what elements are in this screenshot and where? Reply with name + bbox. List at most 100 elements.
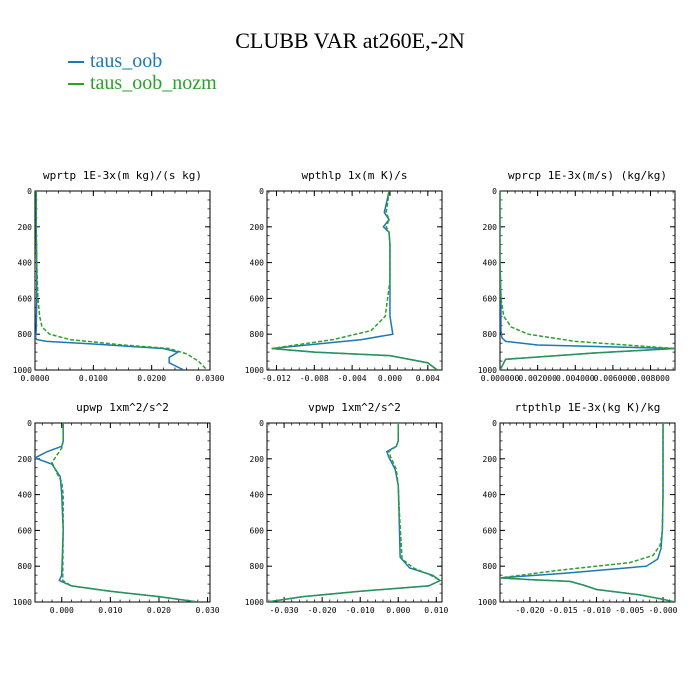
x-tick-label: 0.010 <box>98 606 122 615</box>
y-tick-label: 1000 <box>478 598 497 607</box>
panel-title: wprcp 1E-3x(m/s) (kg/kg) <box>508 169 667 182</box>
y-tick-label: 1000 <box>13 598 32 607</box>
panel-title: vpwp 1xm^2/s^2 <box>308 401 401 414</box>
x-tick-label: 0.000 <box>386 606 410 615</box>
panel-4: vpwp 1xm^2/s^2 0 200 400 600 800 1000 -0.030 -0.… <box>245 401 449 615</box>
x-tick-label: -0.000 <box>649 606 678 615</box>
y-tick-label: 200 <box>250 223 265 232</box>
y-tick-label: 200 <box>18 455 33 464</box>
series-line-taus-oob <box>35 191 185 370</box>
y-tick-label: 800 <box>250 330 265 339</box>
x-tick-label: 0.030 <box>196 606 220 615</box>
x-tick-label: 0.004 <box>416 374 440 383</box>
x-tick-label: -0.010 <box>346 606 375 615</box>
x-tick-label: -0.004 <box>338 374 367 383</box>
y-tick-label: 600 <box>250 526 265 535</box>
series-line-taus-oob <box>35 423 198 602</box>
figure-title: CLUBB VAR at260E,-2N <box>235 28 465 53</box>
x-tick-label: -0.012 <box>262 374 291 383</box>
y-tick-label: 1000 <box>245 366 264 375</box>
x-tick-label: 0.008000 <box>631 374 670 383</box>
y-tick-label: 0 <box>27 419 32 428</box>
x-tick-label: 0.002000 <box>518 374 557 383</box>
panel-2: wprcp 1E-3x(m/s) (kg/kg) 0 200 400 600 800 100… <box>478 169 676 383</box>
y-tick-label: 0 <box>492 187 497 196</box>
y-tick-label: 800 <box>18 562 33 571</box>
y-tick-label: 800 <box>483 562 498 571</box>
y-tick-label: 600 <box>250 294 265 303</box>
x-tick-label: -0.005 <box>615 606 644 615</box>
x-tick-label: 0.0000 <box>21 374 50 383</box>
panel-0: wprtp 1E-3x(m kg)/(s kg) 0 200 400 600 800 100… <box>13 169 225 383</box>
series-line-taus-oob <box>500 191 675 370</box>
x-tick-label: 0.000 <box>378 374 402 383</box>
y-tick-label: 400 <box>483 491 498 500</box>
y-tick-label: 600 <box>483 294 498 303</box>
y-tick-label: 200 <box>483 223 498 232</box>
x-tick-label: 0.010 <box>424 606 448 615</box>
y-tick-label: 0 <box>27 187 32 196</box>
x-tick-label: 0.0100 <box>79 374 108 383</box>
panel-1: wpthlp 1x(m K)/s02004006008001000-0.012-… <box>245 169 443 383</box>
x-tick-label: -0.008 <box>300 374 329 383</box>
y-tick-label: 400 <box>250 491 265 500</box>
panel-3: upwp 1xm^2/s^2 0 200 400 600 800 1000 0.000 0.01… <box>13 401 220 615</box>
legend-entry-taus-oob: taus_oob <box>68 50 162 73</box>
plot-frame <box>266 422 443 603</box>
legend-label: taus_oob_nozm <box>90 72 217 94</box>
x-tick-label: 0.020 <box>147 606 171 615</box>
y-tick-label: 1000 <box>13 366 32 375</box>
y-tick-label: 400 <box>18 491 33 500</box>
x-tick-label: 0.0300 <box>196 374 225 383</box>
y-tick-label: 400 <box>18 259 33 268</box>
y-tick-label: 0 <box>259 187 264 196</box>
y-tick-label: 200 <box>483 455 498 464</box>
y-tick-label: 600 <box>483 526 498 535</box>
series-line-taus-oob-nozm <box>500 423 675 602</box>
y-tick-label: 200 <box>250 455 265 464</box>
x-tick-label: -0.030 <box>270 606 299 615</box>
y-tick-label: 800 <box>483 330 498 339</box>
x-tick-label: -0.015 <box>549 606 578 615</box>
y-tick-label: 200 <box>18 223 33 232</box>
panel-title: wpthlp 1x(m K)/s <box>302 169 408 182</box>
x-tick-label: -0.020 <box>515 606 544 615</box>
y-tick-label: 800 <box>250 562 265 571</box>
y-tick-label: 600 <box>18 294 33 303</box>
y-tick-label: 0 <box>492 419 497 428</box>
x-tick-label: 0.000 <box>50 606 74 615</box>
x-tick-label: 0.000000 <box>481 374 520 383</box>
y-tick-label: 0 <box>259 419 264 428</box>
x-tick-label: 0.004000 <box>556 374 595 383</box>
series-line-taus-oob-nozm <box>267 423 442 602</box>
panel-5: rtpthlp 1E-3x(kg K)/kg 0 200 400 600 800 1000 -… <box>478 401 678 615</box>
y-tick-label: 600 <box>18 526 33 535</box>
series-line-taus-oob-nozm <box>500 191 675 370</box>
series-line-taus-oob <box>500 423 675 602</box>
x-tick-label: 0.0200 <box>137 374 166 383</box>
legend-swatch <box>68 82 84 85</box>
x-tick-label: -0.020 <box>308 606 337 615</box>
series-line-taus-oob-nozm <box>51 423 198 602</box>
y-tick-label: 400 <box>483 259 498 268</box>
plot-frame <box>499 422 676 603</box>
legend-label: taus_oob <box>90 50 163 72</box>
y-tick-label: 1000 <box>478 366 497 375</box>
y-tick-label: 800 <box>18 330 33 339</box>
legend-entry-taus-oob-nozm: taus_oob_nozm <box>68 72 217 95</box>
series-line-taus-oob <box>267 423 442 602</box>
x-tick-label: 0.006000 <box>594 374 633 383</box>
series-line-taus-oob <box>271 191 438 370</box>
legend-swatch <box>68 60 84 63</box>
series-line-taus-oob-nozm <box>271 191 438 370</box>
panel-title: upwp 1xm^2/s^2 <box>76 401 169 414</box>
series-line-taus-oob-nozm <box>35 191 208 370</box>
y-tick-label: 400 <box>250 259 265 268</box>
plot-frame <box>34 190 211 371</box>
x-tick-label: -0.010 <box>582 606 611 615</box>
panel-title: wprtp 1E-3x(m kg)/(s kg) <box>43 169 202 182</box>
plot-frame <box>266 190 443 371</box>
panel-title: rtpthlp 1E-3x(kg K)/kg <box>515 401 661 414</box>
y-tick-label: 1000 <box>245 598 264 607</box>
